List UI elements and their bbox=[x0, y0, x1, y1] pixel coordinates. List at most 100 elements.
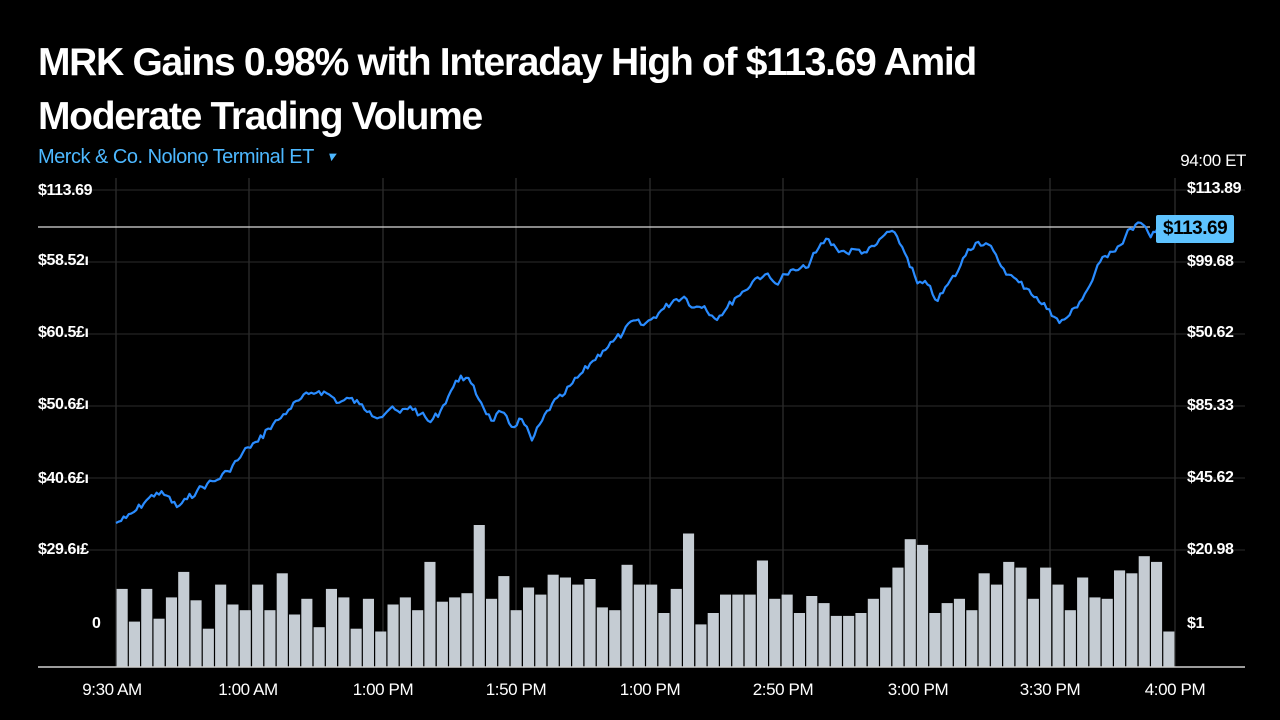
volume-bar bbox=[1077, 577, 1089, 667]
x-axis-tick-label: 9:30 AM bbox=[82, 680, 142, 699]
volume-bar bbox=[375, 631, 387, 667]
volume-bar bbox=[264, 610, 276, 667]
volume-bar bbox=[596, 607, 608, 667]
volume-bar bbox=[276, 573, 288, 667]
volume-bar bbox=[720, 594, 732, 667]
y-axis-left-label: $50.6£ı bbox=[38, 396, 89, 413]
volume-bar bbox=[399, 597, 411, 667]
volume-bar bbox=[941, 603, 953, 667]
volume-bar bbox=[892, 567, 904, 667]
y-axis-left-label: $29.6ı£ bbox=[38, 541, 89, 558]
volume-bar bbox=[781, 594, 793, 667]
volume-bar bbox=[966, 610, 978, 667]
volume-bar bbox=[609, 610, 621, 667]
y-axis-left-label: $60.5£ı bbox=[38, 324, 89, 341]
volume-bar bbox=[843, 615, 855, 667]
instrument-selector[interactable]: Merck & Co. Nolonọ Terminal ET ▼ bbox=[38, 146, 340, 169]
volume-bar bbox=[116, 588, 128, 667]
volume-bar bbox=[498, 576, 510, 667]
volume-bar bbox=[239, 610, 251, 667]
volume-bar bbox=[301, 598, 313, 667]
volume-bar bbox=[990, 584, 1002, 667]
volume-bar bbox=[670, 588, 682, 667]
volume-bar bbox=[756, 560, 768, 667]
y-axis-left-label: $58.52ı bbox=[38, 252, 89, 269]
volume-bar bbox=[953, 598, 965, 667]
y-axis-right-label: $113.89 bbox=[1187, 180, 1242, 197]
x-axis-tick-label: 3:00 PM bbox=[887, 680, 949, 699]
volume-bar bbox=[1151, 561, 1163, 667]
volume-bar bbox=[141, 588, 153, 667]
volume-bar bbox=[338, 597, 350, 667]
volume-bar bbox=[658, 613, 670, 667]
volume-bar bbox=[289, 614, 301, 667]
volume-bar bbox=[917, 544, 929, 667]
volume-bar bbox=[621, 564, 633, 667]
volume-bar bbox=[1126, 573, 1138, 667]
volume-bar bbox=[646, 584, 658, 667]
volume-bar bbox=[449, 597, 461, 667]
x-axis-tick-label: 3:30 PM bbox=[1019, 680, 1081, 699]
instrument-label: Merck & Co. Nolonọ Terminal ET bbox=[38, 146, 314, 168]
volume-bar bbox=[486, 598, 498, 667]
volume-bar bbox=[559, 577, 571, 667]
volume-bar bbox=[867, 598, 879, 667]
volume-bar bbox=[855, 613, 867, 667]
volume-bar bbox=[252, 584, 264, 667]
volume-bar bbox=[683, 533, 695, 667]
volume-bar bbox=[350, 628, 362, 667]
x-axis-tick-label: 1:00 PM bbox=[619, 680, 681, 699]
volume-bar bbox=[1015, 567, 1027, 667]
volume-bar bbox=[818, 603, 830, 667]
volume-bar bbox=[178, 571, 190, 667]
volume-bar bbox=[128, 621, 140, 667]
volume-bar bbox=[1064, 610, 1076, 667]
volume-bar bbox=[793, 613, 805, 667]
volume-bar bbox=[1089, 597, 1101, 667]
volume-bar bbox=[190, 600, 202, 667]
volume-bar bbox=[732, 594, 744, 667]
volume-bar bbox=[535, 594, 547, 667]
volume-bar bbox=[880, 587, 892, 667]
price-line bbox=[115, 218, 1173, 524]
volume-bar bbox=[165, 597, 177, 667]
x-axis-tick-label: 1:00 PM bbox=[352, 680, 414, 699]
volume-bar bbox=[202, 628, 214, 667]
volume-bar bbox=[830, 615, 842, 667]
volume-bar bbox=[461, 593, 473, 667]
volume-bar bbox=[313, 627, 325, 667]
volume-bar bbox=[362, 598, 374, 667]
y-axis-right-label: $50.62 bbox=[1187, 324, 1234, 341]
volume-bar bbox=[929, 613, 941, 667]
chart-title: MRK Gains 0.98% with Interaday High of $… bbox=[38, 41, 977, 138]
y-axis-left-label: 0 bbox=[92, 615, 101, 632]
volume-bar bbox=[412, 610, 424, 667]
x-axis-tick-label: 4:00 PM bbox=[1144, 680, 1206, 699]
volume-bar bbox=[633, 584, 645, 667]
volume-bar bbox=[707, 613, 719, 667]
volume-bar bbox=[325, 588, 337, 667]
volume-bar bbox=[695, 624, 707, 667]
x-axis-tick-label: 1:00 AM bbox=[218, 680, 278, 699]
volume-bar bbox=[510, 610, 522, 667]
volume-bar bbox=[547, 574, 559, 667]
volume-bar bbox=[744, 594, 756, 667]
volume-bar bbox=[387, 604, 399, 667]
price-badge: $113.69 bbox=[1156, 215, 1235, 243]
volume-bar bbox=[1040, 567, 1052, 667]
volume-bar bbox=[1052, 584, 1064, 667]
y-axis-right-label: $45.62 bbox=[1187, 469, 1234, 486]
volume-bar bbox=[1027, 598, 1039, 667]
volume-bar bbox=[215, 584, 227, 667]
y-axis-right-label: $99.68 bbox=[1187, 253, 1234, 270]
volume-bars bbox=[116, 525, 1175, 667]
volume-bar bbox=[153, 618, 165, 667]
y-axis-right-label: $20.98 bbox=[1187, 541, 1234, 558]
volume-bar bbox=[436, 601, 448, 667]
timezone-label: 94:00 ET bbox=[1180, 151, 1246, 170]
volume-bar bbox=[227, 604, 239, 667]
y-axis-left-label: $40.6£ı bbox=[38, 470, 89, 487]
volume-bar bbox=[572, 584, 584, 667]
x-axis-tick-label: 1:50 PM bbox=[485, 680, 547, 699]
